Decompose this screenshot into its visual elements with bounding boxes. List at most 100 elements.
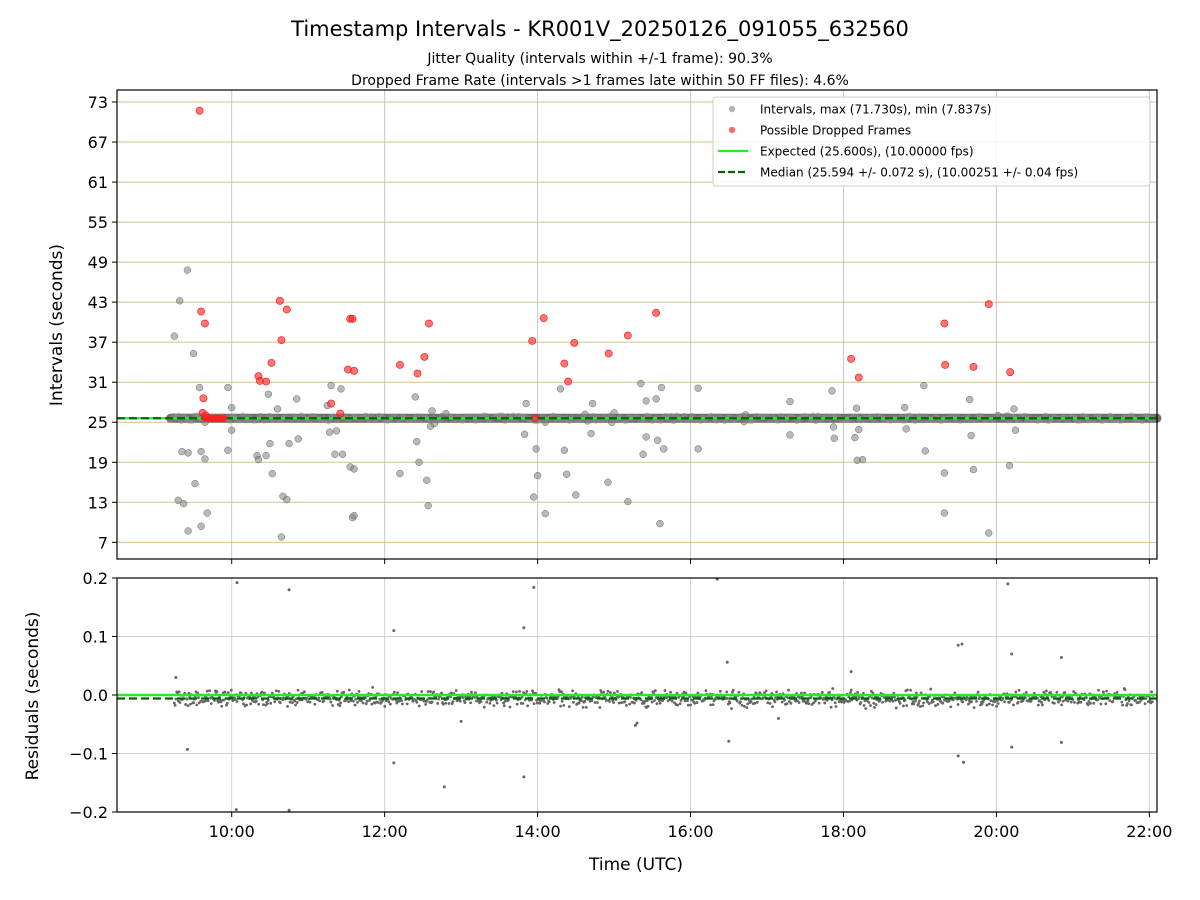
residual-point (535, 701, 539, 705)
residual-point (1008, 700, 1011, 704)
y-tick-label: 25 (88, 413, 108, 432)
residual-point (731, 688, 735, 692)
residual-point (725, 690, 729, 694)
residual-point (947, 699, 951, 703)
residual-point (709, 703, 713, 707)
residual-point (1121, 703, 1125, 707)
residual-point (532, 702, 536, 706)
residual-point (520, 695, 524, 699)
interval-point (920, 381, 928, 390)
residual-point (571, 689, 575, 693)
residual-point (174, 675, 178, 679)
residual-point (432, 690, 436, 694)
residual-point (577, 701, 581, 705)
residual-point (1085, 696, 1088, 700)
residual-point (185, 747, 189, 751)
residual-point (616, 690, 619, 693)
dropped-frame-point (267, 358, 276, 367)
interval-point (562, 470, 571, 478)
interval-point (656, 519, 664, 528)
residual-point (277, 689, 281, 693)
dropped-frame-point (220, 414, 228, 422)
residual-point (1079, 700, 1083, 704)
residual-point (257, 702, 261, 706)
residual-point (704, 689, 708, 693)
interval-point (442, 409, 450, 418)
residual-point (918, 705, 922, 708)
y-tick-label: 49 (88, 253, 108, 272)
residual-point (970, 700, 974, 704)
interval-point (325, 428, 334, 436)
residual-point (689, 703, 693, 707)
legend-label: Expected (25.600s), (10.00000 fps) (760, 145, 974, 159)
residual-point (1061, 695, 1064, 699)
residual-point (331, 704, 334, 707)
residual-point (645, 699, 649, 703)
dropped-frame-point (350, 366, 358, 375)
residual-point (1061, 699, 1065, 703)
residual-point (234, 808, 238, 812)
interval-point (170, 332, 179, 340)
residual-point (581, 706, 585, 709)
interval-point (262, 451, 270, 460)
residual-point (320, 691, 324, 694)
dropped-frame-point (348, 314, 357, 323)
residual-point (392, 761, 396, 765)
y-tick-label: 61 (88, 173, 108, 192)
residual-point (1003, 700, 1006, 704)
residual-point (392, 690, 396, 694)
residual-point (953, 691, 957, 695)
residual-point (871, 691, 875, 695)
residual-point (458, 699, 462, 703)
residual-point (502, 704, 506, 708)
x-tick-label: 22:00 (1126, 822, 1172, 841)
residual-point (956, 754, 960, 758)
residual-point (840, 700, 843, 704)
residual-point (308, 700, 312, 704)
dropped-frame-point (1006, 368, 1015, 377)
residual-point (462, 696, 465, 699)
residual-point (294, 703, 297, 707)
interval-point (921, 447, 929, 455)
interval-point (520, 430, 529, 438)
residual-point (842, 701, 846, 704)
y-tick-label: 37 (88, 333, 108, 352)
residual-point (254, 699, 258, 703)
y-tick-label: 0.0 (83, 686, 108, 705)
residual-point (921, 704, 925, 708)
interval-point (642, 397, 650, 405)
x-axis-label: Time (UTC) (588, 855, 683, 875)
y-tick-label: 55 (88, 213, 108, 232)
residual-point (763, 691, 766, 695)
residual-point (917, 701, 921, 705)
residual-point (775, 690, 778, 694)
residual-point (235, 700, 239, 703)
interval-point (541, 509, 549, 518)
interval-point (1010, 405, 1018, 413)
residual-point (178, 701, 182, 704)
residual-point (646, 704, 650, 708)
residual-point (686, 699, 689, 703)
interval-point (637, 379, 645, 388)
residual-point (521, 701, 525, 705)
residual-point (1144, 697, 1148, 700)
residual-point (287, 588, 291, 592)
residual-point (511, 690, 515, 693)
residual-point (204, 699, 208, 703)
residual-point (1096, 698, 1100, 702)
residual-point (532, 585, 536, 589)
dropped-frame-point (195, 106, 204, 115)
residual-point (1130, 703, 1133, 707)
residual-point (695, 701, 699, 704)
interval-point (639, 450, 647, 458)
residual-point (293, 699, 297, 703)
residual-point (686, 703, 690, 707)
interval-point (581, 410, 589, 418)
y-tick-label: 7 (98, 533, 108, 552)
residual-point (640, 691, 644, 695)
residuals-plot: 0.2 0.1 0.0 −0.1 −0.2 10:00 12:00 14:00 16:00 18:… (69, 569, 1172, 841)
residual-point (789, 701, 793, 705)
residual-point (424, 702, 428, 706)
residual-point (1073, 700, 1076, 704)
residual-point (643, 699, 647, 703)
